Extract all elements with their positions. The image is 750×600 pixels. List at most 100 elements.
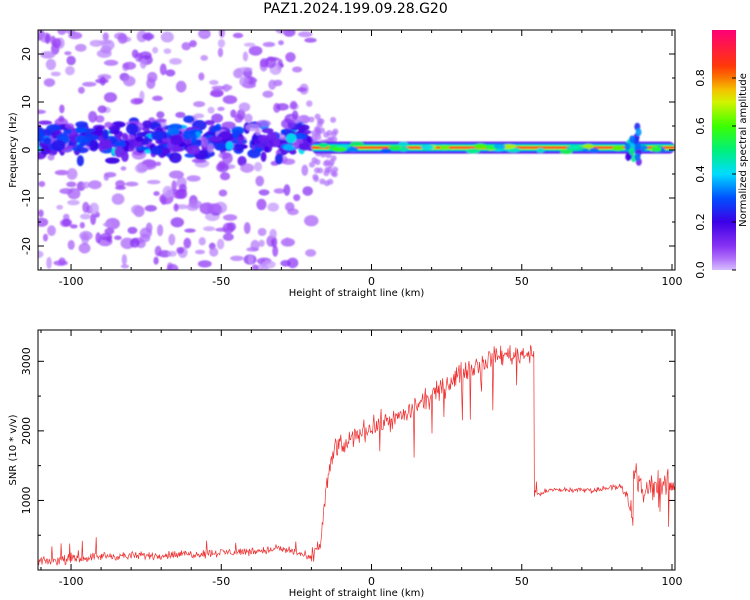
spectral-blob (214, 141, 226, 151)
spectral-blob (50, 35, 56, 46)
spectral-blob (85, 131, 91, 137)
figure-title: PAZ1.2024.199.09.28.G20 (263, 1, 448, 17)
spectral-blob (154, 245, 162, 257)
spectral-blob (120, 264, 130, 269)
spectral-blob (289, 100, 298, 110)
spectral-blob (262, 90, 274, 98)
spectral-blob (104, 227, 115, 235)
spectral-blob (66, 55, 76, 66)
spectral-blob (69, 224, 78, 229)
carrier-wiggle (612, 146, 624, 152)
spectral-blob (218, 30, 226, 38)
spectral-blob (326, 137, 333, 144)
spectral-blob (111, 193, 125, 205)
spectral-blob (256, 198, 267, 211)
spectral-blob (308, 161, 315, 168)
spectral-blob (156, 224, 164, 237)
spectral-blob (246, 247, 259, 252)
spectral-blob (108, 129, 120, 135)
spectral-blob (56, 204, 64, 210)
carrier-wiggle (388, 145, 403, 151)
spectral-blob (314, 167, 321, 174)
spectral-blob (171, 180, 177, 192)
spectral-blob (243, 42, 256, 47)
spectral-blob (304, 215, 319, 227)
spectral-blob (315, 134, 322, 141)
spectral-blob (152, 46, 159, 54)
spectral-blob (62, 218, 73, 227)
spectral-blob (101, 39, 115, 51)
spectral-blob (331, 136, 338, 143)
spectral-blob (308, 116, 315, 123)
spectral-blob (217, 39, 226, 48)
spectral-blob (176, 247, 185, 254)
spectral-blob (258, 239, 265, 247)
spectral-blob (102, 129, 109, 140)
spectral-blob (165, 69, 176, 77)
colorbar-tick-label: 0.4 (694, 165, 707, 183)
snr-xtick-label: 0 (368, 575, 375, 588)
spectral-blob (120, 166, 127, 171)
spectral-blob (90, 213, 97, 225)
spectral-blob (280, 129, 286, 135)
spectral-blob (222, 83, 230, 93)
spectral-blob (50, 71, 61, 77)
spectral-blob (86, 134, 100, 140)
spectral-blob (102, 32, 109, 41)
spectral-blob (75, 121, 88, 128)
spectral-blob (193, 113, 205, 119)
spectrogram-xtick-label: 50 (515, 275, 529, 288)
spectral-blob (193, 101, 206, 108)
snr-line (38, 344, 675, 566)
broadening-blob (624, 142, 631, 151)
spectral-blob (113, 235, 122, 241)
spectral-blob (238, 66, 253, 72)
spectral-blob (122, 61, 137, 70)
spectral-blob (330, 116, 337, 123)
spectrogram-blobs (38, 30, 675, 270)
spectral-blob (211, 85, 226, 90)
spectral-blob (139, 58, 147, 69)
spectral-blob (222, 233, 234, 241)
colorbar-tick-label: 0.0 (694, 261, 707, 279)
carrier-wiggle (465, 148, 480, 154)
spectral-blob (268, 79, 277, 90)
spectral-blob (234, 114, 244, 123)
spectral-blob (95, 232, 101, 244)
broadening-blob (625, 152, 632, 161)
spectral-blob (262, 41, 276, 48)
snr-xlabel: Height of straight line (km) (289, 588, 425, 599)
spectral-blob (104, 121, 113, 128)
snr-xtick-label: 100 (661, 575, 682, 588)
spectral-blob (136, 131, 146, 138)
colorbar-tick-label: 0.6 (694, 117, 707, 135)
carrier-wiggle (484, 144, 497, 150)
spectrogram-ytick-label: 20 (20, 47, 33, 61)
spectral-blob (306, 100, 313, 107)
spectrogram-ytick-label: -10 (20, 189, 33, 207)
snr-series (38, 344, 675, 566)
spectral-blob (163, 48, 172, 54)
spectral-blob (175, 80, 187, 93)
spectral-blob (47, 225, 56, 237)
spectral-blob (76, 147, 89, 154)
carrier-wiggle (473, 143, 487, 149)
spectral-blob (315, 128, 322, 135)
snr-xtick-label: 50 (515, 575, 529, 588)
spectral-blob (284, 237, 291, 247)
spectral-blob (150, 147, 163, 156)
carrier-wiggle (493, 144, 506, 150)
spectral-blob (88, 180, 102, 190)
carrier-wiggle (398, 141, 409, 147)
spectral-blob (198, 237, 206, 246)
spectral-blob (302, 186, 313, 196)
colorbar-tick-label: 0.2 (694, 213, 707, 231)
spectral-blob (280, 260, 291, 267)
spectral-blob (78, 242, 91, 254)
spectral-blob (267, 202, 280, 212)
snr-xtick-label: -50 (212, 575, 230, 588)
spectral-blob (204, 120, 215, 126)
spectral-blob (114, 140, 126, 148)
spectral-blob (167, 250, 177, 257)
spectral-blob (151, 130, 165, 140)
